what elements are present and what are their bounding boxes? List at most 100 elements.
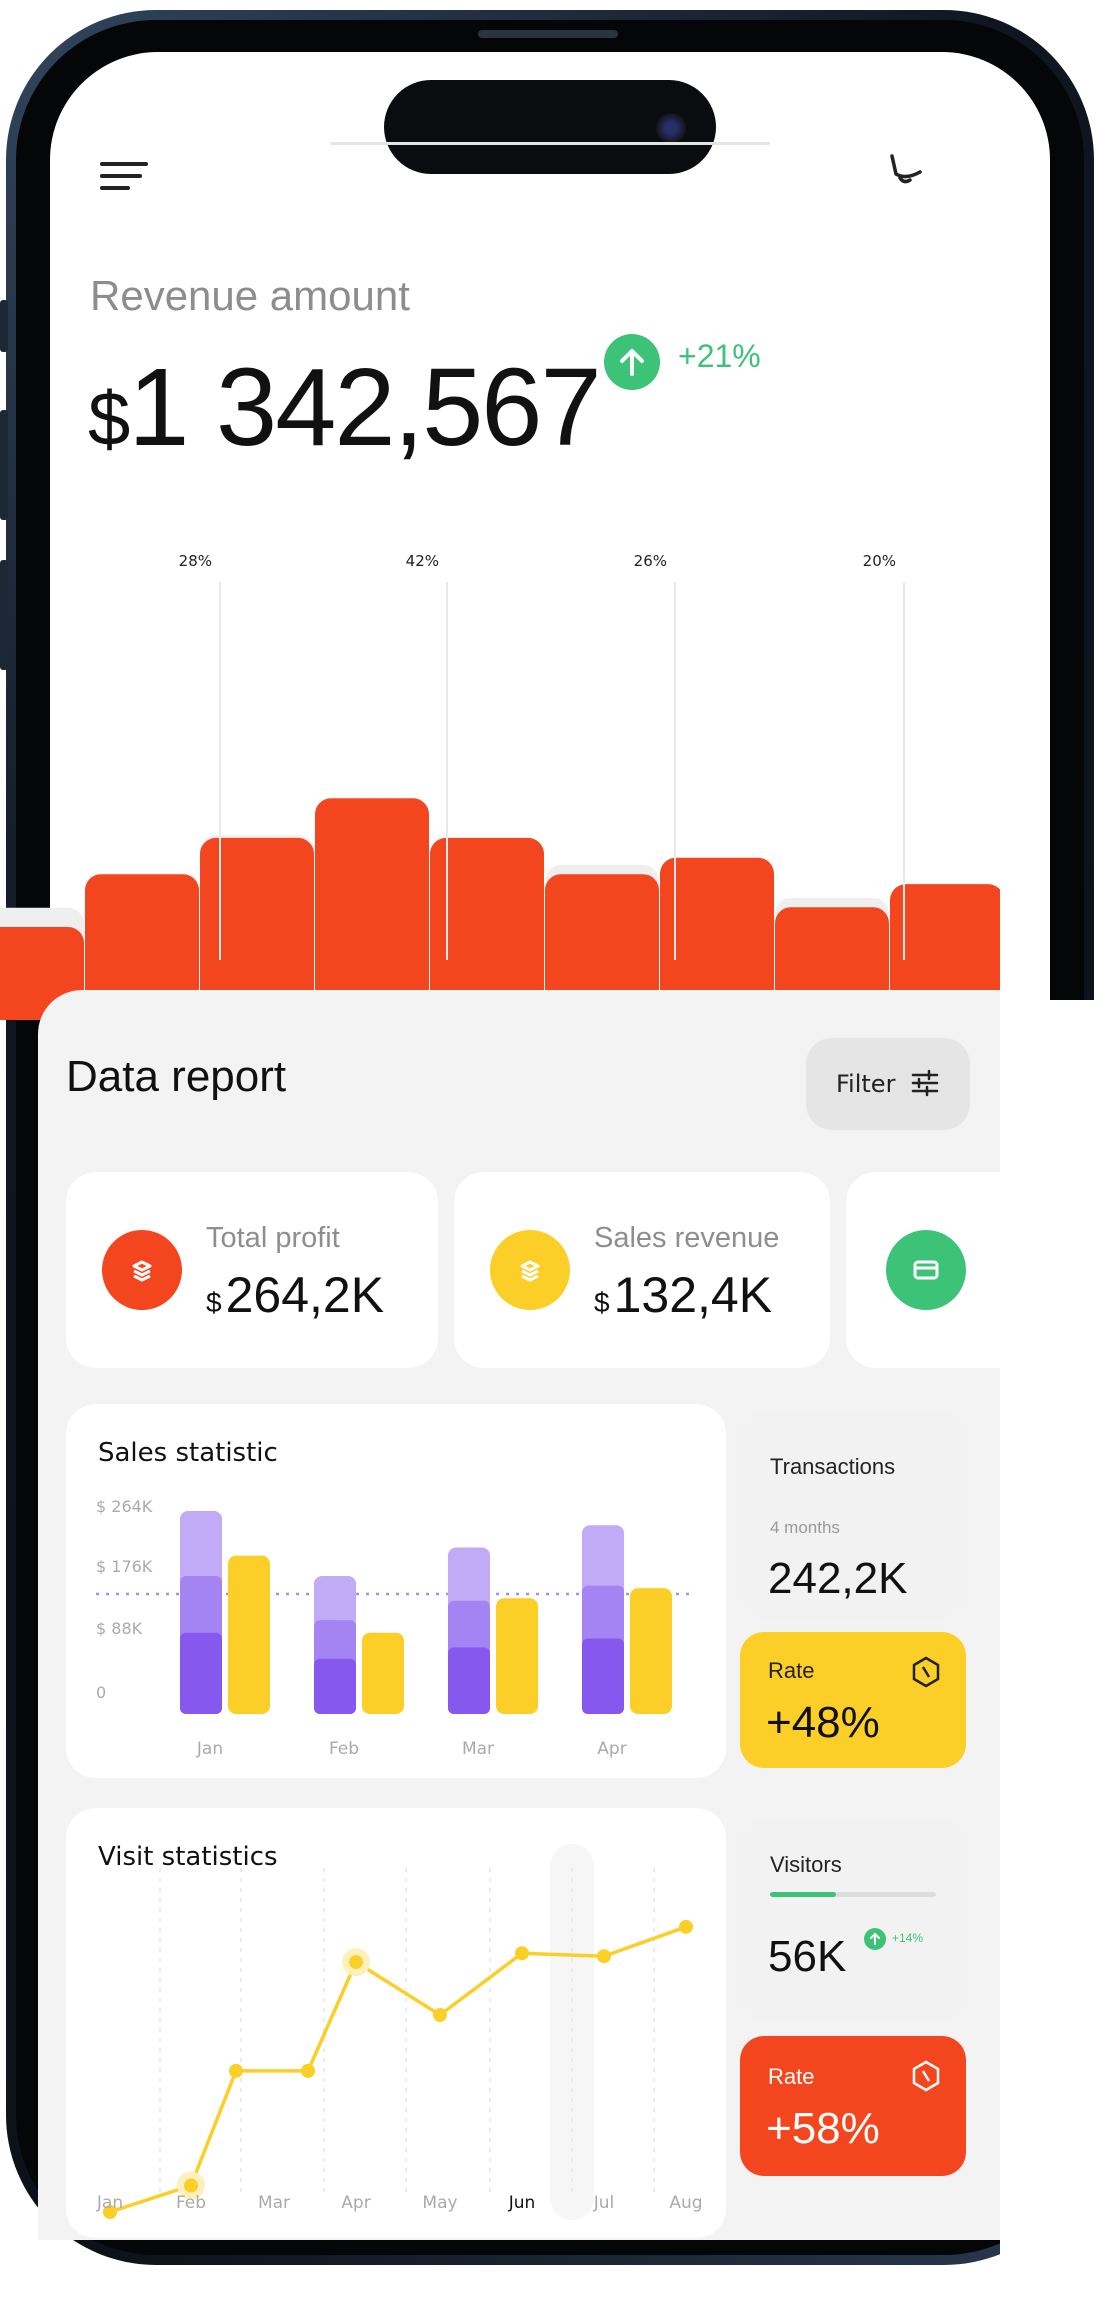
visit-point xyxy=(103,2205,117,2219)
volume-up-button xyxy=(0,410,8,520)
visitors-progress-fill xyxy=(770,1892,837,1897)
visitors-title: Visitors xyxy=(770,1852,842,1877)
arrow-up-icon xyxy=(864,1928,886,1950)
visit-point xyxy=(679,1919,693,1934)
transactions-title: Transactions xyxy=(770,1454,896,1479)
sales-statistic-title: Sales statistic xyxy=(98,1438,278,1468)
kpi-title: Total profit xyxy=(206,1222,340,1254)
chart-percent-label: 20% xyxy=(863,552,896,570)
sales-month-label: Apr xyxy=(597,1739,626,1759)
arrow-up-icon xyxy=(604,334,660,390)
menu-icon[interactable] xyxy=(100,158,154,198)
revenue-value: 1 342,567 xyxy=(128,346,601,469)
visit-month-label: Apr xyxy=(341,2193,370,2213)
sales-bar-purple xyxy=(582,1638,624,1714)
transactions-period: 4 months xyxy=(770,1518,840,1537)
sales-bar-purple xyxy=(314,1658,356,1714)
visit-month-label: Feb xyxy=(176,2193,206,2213)
sales-bar-purple xyxy=(448,1647,490,1714)
top-divider xyxy=(330,142,770,145)
wallet-icon xyxy=(886,1230,966,1310)
visitors-card[interactable]: Visitors 56K +14% xyxy=(740,1820,966,2020)
volume-down-button xyxy=(0,560,8,670)
sales-bar-yellow xyxy=(362,1632,404,1714)
chart-bar xyxy=(85,874,199,1020)
camera-icon xyxy=(656,113,686,143)
revenue-chart: 28% 42% 26% 20% xyxy=(0,552,1000,1020)
visit-highlight-column xyxy=(550,1844,594,2220)
transactions-value: 242,2K xyxy=(768,1554,908,1603)
rate-label: Rate xyxy=(768,1658,815,1683)
sales-chart: $ 264K $ 176K $ 88K 0 Jan Feb Mar Apr xyxy=(96,1497,696,1759)
sliders-icon xyxy=(911,1069,939,1097)
chart-bar xyxy=(315,798,429,1020)
sales-bar-purple xyxy=(180,1632,222,1714)
sales-statistic-card[interactable]: Sales statistic $ 264K $ 176K $ 88K 0 Jan Feb… xyxy=(66,1404,726,1778)
visit-month-label: May xyxy=(422,2193,457,2213)
visit-point xyxy=(301,2063,315,2078)
chart-bar xyxy=(200,837,314,1020)
chart-bar xyxy=(430,837,544,1020)
sales-month-label: Feb xyxy=(329,1739,359,1759)
visit-point xyxy=(597,1949,611,1964)
visit-line xyxy=(109,1925,687,2214)
badge-icon xyxy=(912,2060,940,2092)
visit-month-label: Jul xyxy=(593,2193,615,2213)
sales-bar-yellow xyxy=(228,1555,270,1714)
kpi-value: $264,2K xyxy=(206,1267,385,1323)
filter-label: Filter xyxy=(836,1070,896,1098)
chart-percent-label: 42% xyxy=(406,552,439,570)
revenue-change: +21% xyxy=(678,338,761,374)
rate-card-visits[interactable]: Rate +58% xyxy=(740,2036,966,2176)
visit-month-label: Jun xyxy=(508,2193,536,2213)
revenue-label: Revenue amount xyxy=(90,272,410,319)
sales-bar-yellow xyxy=(630,1588,672,1714)
rate-label: Rate xyxy=(768,2064,815,2089)
chart-bar xyxy=(545,874,659,1020)
visit-point xyxy=(184,2178,198,2193)
transactions-card[interactable]: Transactions 4 months 242,2K xyxy=(740,1412,966,1618)
stack-icon xyxy=(102,1230,182,1310)
speaker-grille xyxy=(478,30,618,38)
rate-value: +58% xyxy=(766,2104,880,2153)
sales-month-label: Mar xyxy=(462,1739,494,1759)
visitors-value: 56K xyxy=(768,1932,847,1981)
sales-y-label: $ 264K xyxy=(96,1497,153,1516)
revenue-amount: $1 342,567 xyxy=(88,344,602,471)
revenue-currency: $ xyxy=(88,377,130,462)
sales-y-label: $ 176K xyxy=(96,1557,153,1576)
kpi-value: $132,4K xyxy=(594,1267,773,1323)
visit-point xyxy=(349,1955,363,1970)
kpi-title: Sales revenue xyxy=(594,1222,780,1254)
visit-point xyxy=(229,2063,243,2078)
visit-statistics-card[interactable]: Visit statistics Jan Feb Mar Apr May Jun Jul Au… xyxy=(66,1808,726,2238)
visit-month-label: Jan xyxy=(96,2193,123,2213)
chart-percent-label: 26% xyxy=(634,552,667,570)
badge-icon xyxy=(912,1656,940,1688)
visit-month-label: Aug xyxy=(669,2193,702,2213)
stack-icon xyxy=(490,1230,570,1310)
filter-button[interactable]: Filter xyxy=(806,1038,970,1130)
sales-y-label: 0 xyxy=(96,1683,106,1702)
rate-value: +48% xyxy=(766,1698,880,1747)
rate-card-sales[interactable]: Rate +48% xyxy=(740,1632,966,1768)
notification-icon[interactable] xyxy=(886,150,926,186)
chart-percent-label: 28% xyxy=(179,552,212,570)
sales-month-label: Jan xyxy=(196,1739,223,1759)
visit-statistics-title: Visit statistics xyxy=(98,1842,278,1872)
mute-switch xyxy=(0,300,8,352)
visitors-progress-track xyxy=(770,1892,936,1897)
kpi-card-sales-revenue[interactable]: Sales revenue $132,4K xyxy=(454,1172,830,1368)
data-report-title: Data report xyxy=(66,1052,287,1101)
visitors-change: +14% xyxy=(892,1931,924,1945)
sales-bar-yellow xyxy=(496,1598,538,1714)
visit-point xyxy=(433,2008,447,2023)
right-mask xyxy=(1000,1000,1100,2301)
chart-bar xyxy=(890,884,1000,1020)
kpi-card-total-profit[interactable]: Total profit $264,2K xyxy=(66,1172,438,1368)
visit-chart: Jan Feb Mar Apr May Jun Jul Aug xyxy=(96,1844,703,2220)
sales-y-label: $ 88K xyxy=(96,1619,143,1638)
visit-month-label: Mar xyxy=(258,2193,290,2213)
visit-point xyxy=(515,1946,529,1961)
chart-bar xyxy=(660,857,774,1020)
